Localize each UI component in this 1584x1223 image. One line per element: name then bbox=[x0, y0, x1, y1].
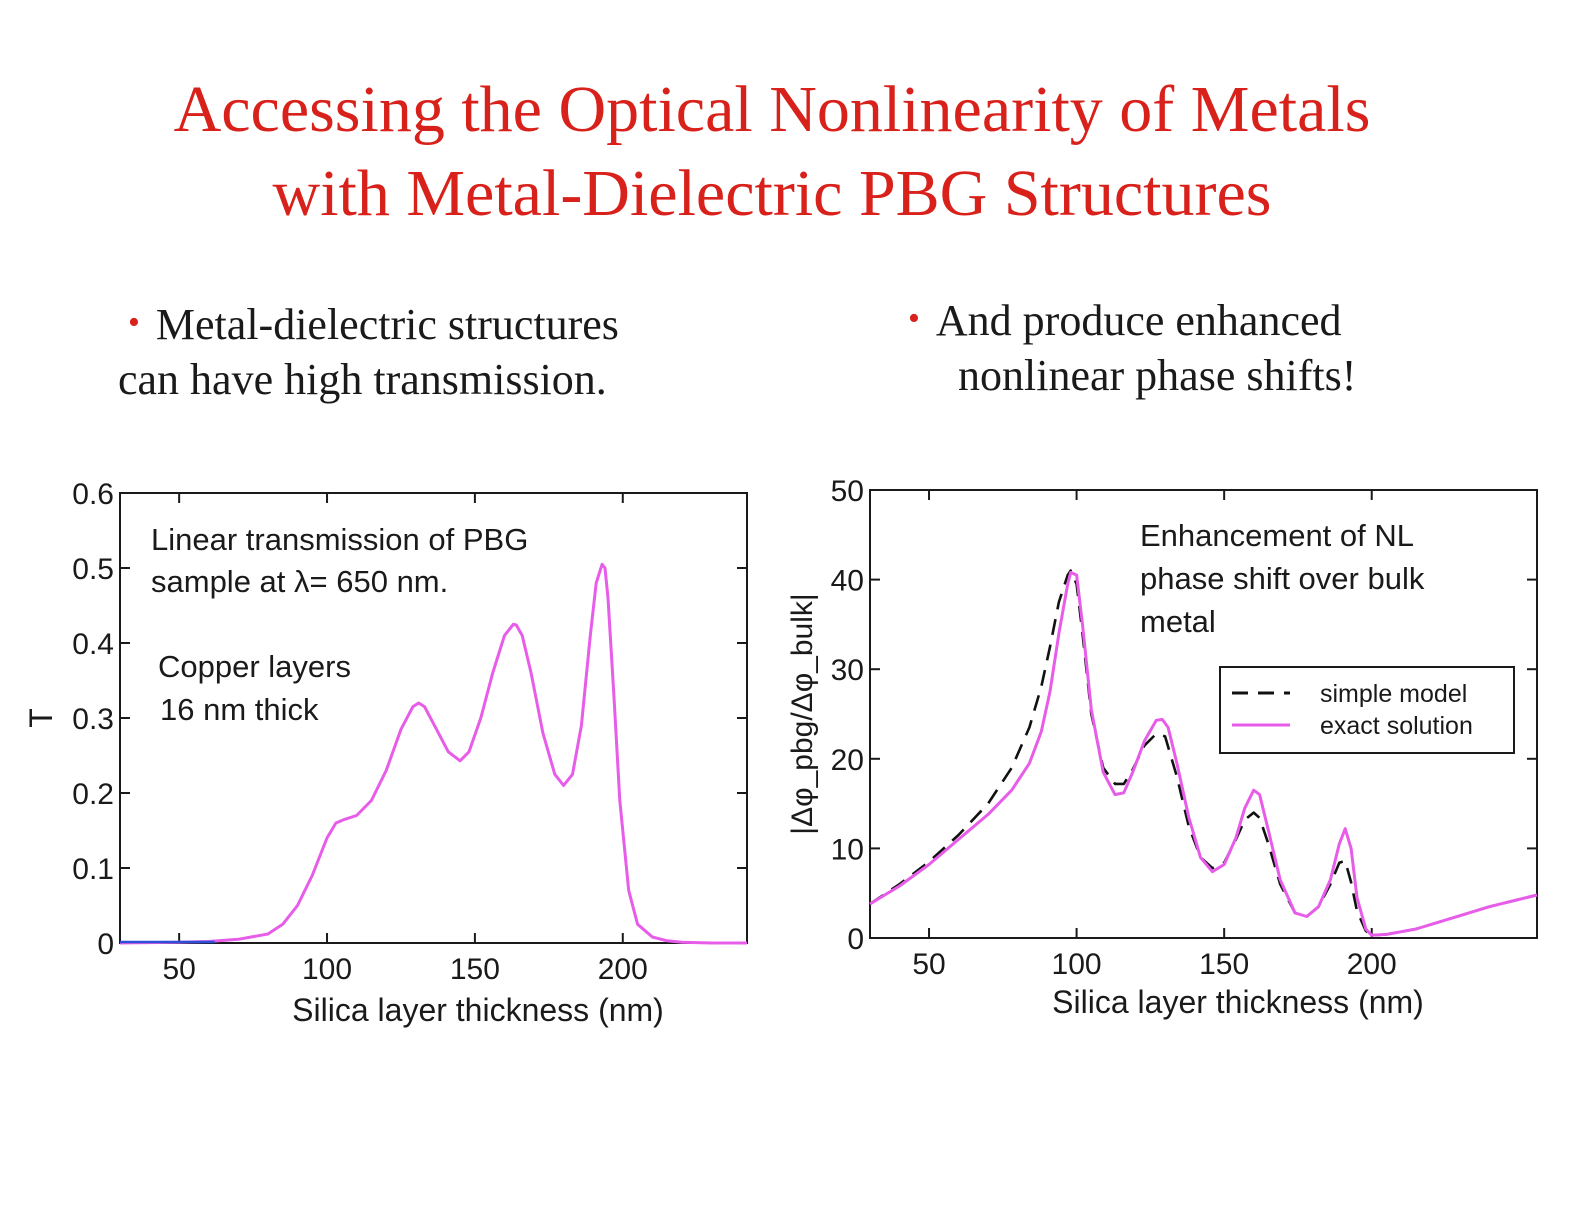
enhancement-y-tick-label: 10 bbox=[831, 833, 864, 866]
transmission-x-tick-label: 150 bbox=[450, 953, 500, 986]
copper-annotation-line-1: Copper layers bbox=[158, 649, 351, 684]
bullet-marker-icon: • bbox=[128, 304, 140, 341]
enhancement-y-tick-label: 20 bbox=[831, 744, 864, 777]
enhancement-series-line-exact-solution bbox=[869, 570, 1538, 937]
bullet-right-text-1: And produce enhanced bbox=[935, 296, 1342, 345]
enhancement-x-tick-label: 100 bbox=[1052, 948, 1102, 981]
transmission-axis-ticks: 50 100 150 200 0 0.1 0.2 0.3 0.4 0.5 0.6 bbox=[72, 478, 747, 986]
bullet-left-text-1: Metal-dielectric structures bbox=[155, 300, 619, 349]
transmission-x-axis-label: Silica layer thickness (nm) bbox=[292, 992, 664, 1028]
bullet-right-line-1: • And produce enhanced bbox=[908, 290, 1342, 349]
bullet-right-line-2: nonlinear phase shifts! bbox=[958, 351, 1357, 400]
enhancement-axis-ticks: 50 100 150 200 0 10 20 30 40 50 bbox=[831, 475, 1537, 981]
enhancement-y-tick-label: 40 bbox=[831, 565, 864, 598]
transmission-y-tick-label: 0.2 bbox=[72, 778, 114, 811]
enhancement-x-tick-label: 50 bbox=[912, 948, 945, 981]
transmission-x-tick-label: 200 bbox=[598, 953, 648, 986]
bullet-marker-icon: • bbox=[908, 300, 920, 337]
transmission-y-axis-label: T bbox=[23, 708, 59, 728]
enhancement-x-tick-label: 200 bbox=[1347, 948, 1397, 981]
transmission-y-tick-label: 0.6 bbox=[72, 478, 114, 511]
bullet-left-line-2: can have high transmission. bbox=[118, 355, 607, 404]
enhancement-y-tick-label: 30 bbox=[831, 654, 864, 687]
transmission-series-line-0 bbox=[119, 562, 747, 945]
transmission-y-tick-label: 0.1 bbox=[72, 853, 114, 886]
transmission-y-tick-label: 0.5 bbox=[72, 553, 114, 586]
slide-title-line-1: Accessing the Optical Nonlinearity of Me… bbox=[173, 73, 1371, 146]
slide-title-line-2: with Metal-Dielectric PBG Structures bbox=[272, 157, 1272, 230]
transmission-y-tick-label: 0.3 bbox=[72, 703, 114, 736]
legend-box bbox=[1219, 666, 1515, 754]
legend-simple-model-label: simple model bbox=[1320, 680, 1467, 708]
enhancement-y-tick-label: 50 bbox=[831, 475, 864, 508]
transmission-x-tick-label: 50 bbox=[162, 953, 195, 986]
enhancement-x-tick-label: 150 bbox=[1199, 948, 1249, 981]
transmission-series bbox=[119, 562, 747, 945]
copper-annotation-line-2: 16 nm thick bbox=[160, 692, 319, 727]
enhancement-plot-frame bbox=[869, 489, 1538, 939]
enhancement-y-axis-label: |Δφ_pbg/Δφ_bulk| bbox=[786, 593, 819, 834]
enhancement-series bbox=[869, 569, 1538, 937]
transmission-y-tick-label: 0 bbox=[97, 928, 114, 961]
enhancement-y-tick-label: 0 bbox=[847, 923, 864, 956]
transmission-x-tick-label: 100 bbox=[302, 953, 352, 986]
enhancement-legend: simple model exact solution bbox=[1219, 666, 1515, 754]
enhancement-annotation-line-1: Enhancement of NL bbox=[1140, 518, 1414, 553]
enhancement-x-axis-label: Silica layer thickness (nm) bbox=[1052, 984, 1424, 1020]
enhancement-annotation-line-3: metal bbox=[1140, 604, 1216, 639]
slide-title: Accessing the Optical Nonlinearity of Me… bbox=[0, 68, 1544, 236]
transmission-annotation-line-2: sample at λ= 650 nm. bbox=[151, 564, 448, 599]
legend-exact-solution-label: exact solution bbox=[1320, 712, 1473, 740]
bullet-left-line-1: • Metal-dielectric structures bbox=[128, 294, 619, 353]
transmission-y-tick-label: 0.4 bbox=[72, 628, 114, 661]
enhancement-annotation-line-2: phase shift over bulk bbox=[1140, 561, 1425, 596]
transmission-annotation-line-1: Linear transmission of PBG bbox=[151, 522, 528, 557]
